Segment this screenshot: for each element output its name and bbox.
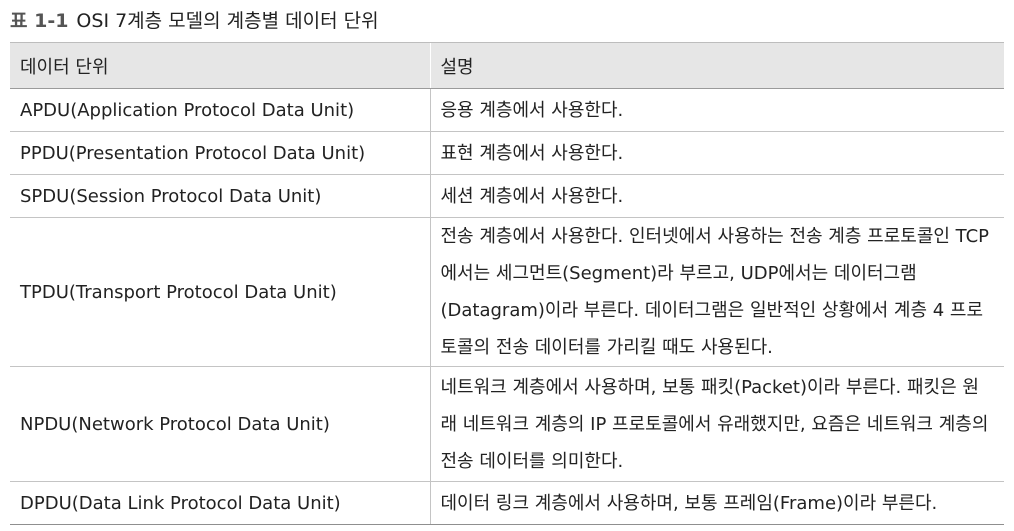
- header-data-unit: 데이터 단위: [10, 42, 430, 89]
- cell-data-unit: PPDU(Presentation Protocol Data Unit): [10, 131, 430, 175]
- header-description: 설명: [429, 42, 1004, 89]
- cell-description: 응용 계층에서 사용한다.: [429, 88, 1004, 132]
- table-title: OSI 7계층 모델의 계층별 데이터 단위: [76, 10, 379, 32]
- table-number-label: 표 1-1: [10, 10, 69, 32]
- table-row: SPDU(Session Protocol Data Unit) 세션 계층에서…: [10, 174, 1004, 218]
- table-row: NPDU(Network Protocol Data Unit) 네트워크 계층…: [10, 366, 1004, 482]
- cell-description: 네트워크 계층에서 사용하며, 보통 패킷(Packet)이라 부른다. 패킷은…: [429, 366, 1004, 482]
- cell-data-unit: SPDU(Session Protocol Data Unit): [10, 174, 430, 218]
- table-header-row: 데이터 단위 설명: [10, 42, 1004, 89]
- cell-data-unit: DPDU(Data Link Protocol Data Unit): [10, 481, 430, 525]
- cell-description: 세션 계층에서 사용한다.: [429, 174, 1004, 218]
- cell-description: 표현 계층에서 사용한다.: [429, 131, 1004, 175]
- cell-data-unit: NPDU(Network Protocol Data Unit): [10, 366, 430, 482]
- cell-description: 데이터 링크 계층에서 사용하며, 보통 프레임(Frame)이라 부른다.: [429, 481, 1004, 525]
- table-row: APDU(Application Protocol Data Unit) 응용 …: [10, 88, 1004, 132]
- table-row: PPDU(Presentation Protocol Data Unit) 표현…: [10, 131, 1004, 175]
- table-row: TPDU(Transport Protocol Data Unit) 전송 계층…: [10, 217, 1004, 367]
- cell-data-unit: APDU(Application Protocol Data Unit): [10, 88, 430, 132]
- osi-data-unit-table: 데이터 단위 설명 APDU(Application Protocol Data…: [10, 42, 1004, 525]
- cell-data-unit: TPDU(Transport Protocol Data Unit): [10, 217, 430, 367]
- cell-description: 전송 계층에서 사용한다. 인터넷에서 사용하는 전송 계층 프로토콜인 TCP…: [429, 217, 1004, 367]
- table-caption: 표 1-1 OSI 7계층 모델의 계층별 데이터 단위: [10, 6, 379, 36]
- table-row: DPDU(Data Link Protocol Data Unit) 데이터 링…: [10, 481, 1004, 525]
